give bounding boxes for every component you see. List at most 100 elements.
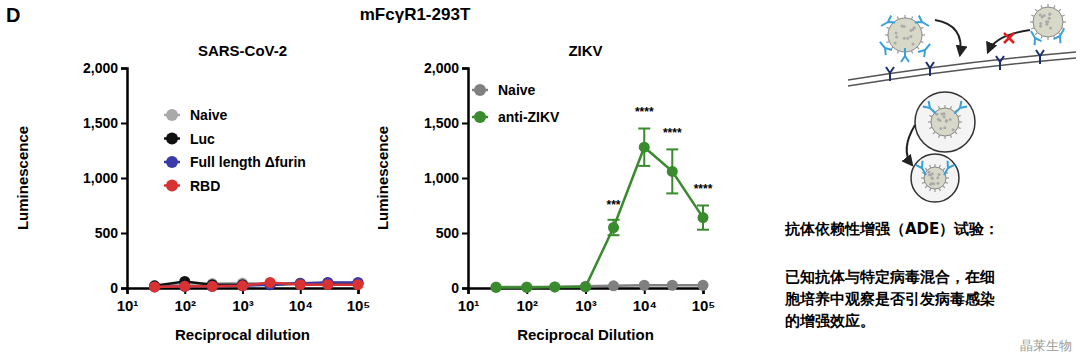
data-point (179, 281, 190, 292)
antibody-icon (952, 101, 968, 117)
y-tick-mark (121, 233, 127, 235)
data-point (491, 282, 502, 293)
legend-marker (474, 111, 486, 123)
data-point (491, 281, 502, 292)
antibody-icon (916, 161, 930, 177)
y-tick-mark (462, 178, 468, 180)
significance-label: **** (635, 105, 654, 119)
chart-title: SARS-CoV-2 (198, 42, 287, 59)
texture (1045, 23, 1048, 26)
y-tick: 2,000 (424, 60, 468, 76)
membrane (848, 58, 1076, 86)
x-tick-label: 10³ (575, 297, 597, 314)
legend-label: Naive (190, 107, 228, 123)
y-tick-label: 500 (436, 225, 460, 241)
legend-entry: Full length Δfurin (164, 154, 306, 170)
texture (952, 128, 955, 131)
antibody-icon (879, 16, 895, 30)
antibody-shape (923, 101, 939, 117)
legend: Naive anti-ZIKV (472, 82, 560, 125)
texture (1039, 22, 1042, 25)
legend-entry: Naive (164, 107, 228, 123)
texture (945, 120, 948, 123)
texture (943, 112, 946, 115)
arrow (935, 20, 961, 55)
texture (900, 25, 903, 28)
texture (931, 172, 934, 175)
antibody-icon (918, 41, 933, 57)
antibody-shape (952, 101, 968, 117)
texture (938, 119, 941, 122)
texture (939, 127, 942, 130)
y-tick-mark (462, 123, 468, 125)
x-tick: 10³ (232, 288, 254, 314)
antibody-icon (1028, 29, 1042, 45)
texture (1049, 27, 1052, 30)
panel-label: D (6, 4, 20, 26)
antibody-icon (1036, 50, 1044, 64)
y-tick: 1,000 (424, 170, 468, 186)
figure: DmFcγR1-293TSARS-CoV-210¹10²10³10⁴10⁵050… (0, 0, 1080, 356)
data-point (237, 280, 248, 291)
texture (895, 31, 898, 34)
y-tick-mark (462, 288, 468, 290)
legend-label: Luc (190, 131, 215, 147)
y-axis: 05001,0001,5002,000 (83, 60, 128, 296)
legend: Naive Luc Full length Δfurin RBD (164, 107, 306, 194)
y-tick-mark (462, 68, 468, 70)
series-line (496, 147, 703, 287)
texture (937, 182, 940, 185)
data-point (521, 281, 532, 292)
texture (943, 126, 946, 129)
texture (1039, 25, 1042, 28)
antibody-shape (918, 41, 933, 57)
x-tick: 10⁵ (347, 288, 371, 314)
legend-label: Naive (498, 82, 536, 98)
y-tick-label: 0 (451, 280, 459, 296)
y-tick: 0 (110, 280, 127, 296)
texture (1043, 14, 1046, 17)
x-tick-label: 10⁵ (692, 297, 716, 314)
legend-entry: anti-ZIKV (472, 109, 560, 125)
antibody-icon (996, 56, 1004, 70)
antibody-shape (1036, 50, 1044, 64)
texture (909, 35, 912, 38)
y-axis-line (462, 69, 469, 289)
antibody-icon (1054, 27, 1068, 43)
data-point (353, 279, 364, 290)
x-tick-label: 10¹ (117, 297, 139, 314)
y-tick-mark (462, 233, 468, 235)
antibody-shape (877, 39, 892, 55)
error-cap (638, 165, 650, 167)
chart: SARS-CoV-210¹10²10³10⁴10⁵05001,0001,5002… (14, 42, 370, 343)
texture (931, 176, 934, 179)
y-tick-mark (121, 123, 127, 125)
error-cap (666, 148, 678, 150)
texture (943, 115, 946, 118)
endosome (911, 154, 959, 202)
antibody-icon (926, 62, 934, 76)
y-tick-label: 1,000 (424, 170, 459, 186)
texture (931, 177, 934, 180)
significance-label: *** (607, 198, 621, 212)
error-cap (697, 229, 709, 231)
texture (928, 170, 931, 173)
texture (903, 37, 906, 40)
y-axis-title: Luminescence (14, 126, 31, 230)
legend-marker (166, 133, 178, 145)
y-tick-label: 1,500 (424, 115, 459, 131)
arrow (907, 125, 915, 165)
y-tick: 500 (436, 225, 468, 241)
antibody-shape (996, 56, 1004, 70)
legend-label: RBD (190, 178, 220, 194)
texture (929, 183, 932, 186)
watermark: 晶莱生物 (1020, 338, 1072, 353)
antibody-shape (916, 161, 930, 177)
data-point (667, 166, 678, 177)
plot-area (149, 276, 363, 293)
texture (1046, 20, 1049, 23)
legend-marker (474, 84, 486, 96)
legend-marker (166, 109, 178, 121)
antibody-icon (901, 48, 909, 62)
texture (909, 29, 912, 32)
